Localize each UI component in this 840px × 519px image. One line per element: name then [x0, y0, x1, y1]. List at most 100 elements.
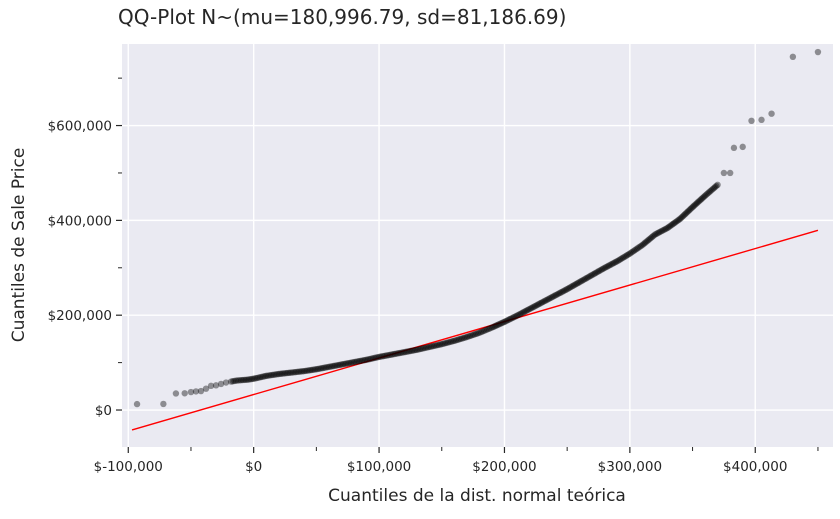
- data-point: [706, 188, 714, 195]
- data-point: [677, 214, 685, 222]
- data-point: [458, 335, 466, 342]
- data-point: [665, 223, 672, 231]
- data-point: [317, 365, 325, 372]
- data-point: [272, 371, 279, 378]
- data-point: [674, 217, 681, 224]
- data-point: [635, 244, 642, 252]
- data-point: [331, 362, 339, 369]
- data-point: [523, 307, 530, 314]
- data-point: [430, 342, 438, 350]
- data-point: [441, 340, 449, 347]
- data-point: [579, 277, 586, 284]
- data-point: [699, 194, 707, 201]
- data-point: [416, 345, 424, 353]
- data-point: [713, 182, 720, 190]
- data-point: [629, 248, 636, 255]
- data-point: [533, 302, 540, 309]
- data-point: [444, 339, 452, 346]
- data-point: [666, 222, 674, 230]
- data-point: [563, 285, 571, 293]
- data-point: [636, 243, 643, 251]
- data-point: [558, 288, 565, 296]
- data-point: [300, 367, 308, 375]
- data-point: [239, 376, 246, 384]
- data-point: [308, 366, 315, 374]
- data-point: [426, 343, 433, 351]
- data-point: [517, 310, 525, 317]
- data-point: [704, 190, 711, 197]
- data-point: [668, 222, 675, 229]
- data-point: [576, 278, 583, 286]
- data-point: [524, 306, 532, 313]
- data-points: [133, 48, 822, 408]
- data-point: [488, 324, 496, 331]
- data-point: [435, 341, 442, 349]
- y-tick-label: $200,000: [48, 308, 112, 324]
- data-point: [687, 206, 694, 213]
- data-point: [400, 348, 408, 356]
- data-point: [192, 388, 200, 395]
- data-point: [286, 369, 293, 376]
- data-point: [473, 330, 480, 337]
- data-point: [253, 374, 260, 382]
- data-point: [278, 370, 286, 377]
- data-point: [386, 351, 394, 359]
- data-point: [452, 337, 460, 344]
- data-point: [552, 291, 560, 299]
- data-point: [302, 367, 309, 375]
- x-tick-label: $300,000: [598, 459, 662, 475]
- data-point: [383, 352, 391, 359]
- data-point: [541, 297, 549, 305]
- data-point: [658, 227, 666, 235]
- data-point: [375, 353, 383, 361]
- data-point: [391, 350, 398, 358]
- data-point: [720, 169, 728, 177]
- data-point: [670, 220, 677, 227]
- grid-lines: [122, 44, 833, 447]
- x-tick-label: $-100,000: [94, 459, 163, 475]
- data-point: [319, 364, 326, 372]
- data-point: [355, 358, 362, 365]
- data-point: [632, 246, 639, 253]
- data-point: [490, 323, 497, 331]
- data-point: [455, 336, 463, 343]
- data-point: [415, 346, 422, 353]
- data-point: [413, 346, 420, 354]
- data-point: [605, 262, 613, 269]
- data-point: [477, 328, 485, 336]
- data-point: [364, 356, 372, 363]
- data-point: [529, 304, 536, 311]
- data-point: [577, 278, 585, 285]
- data-point: [385, 351, 392, 359]
- data-point: [495, 321, 503, 328]
- data-point: [509, 314, 517, 321]
- data-point: [295, 368, 303, 375]
- data-point: [689, 203, 696, 211]
- data-point: [377, 353, 384, 360]
- data-point: [554, 291, 561, 298]
- data-point: [698, 195, 705, 203]
- data-point: [679, 213, 686, 220]
- data-point: [418, 345, 425, 352]
- x-tick-label: $200,000: [472, 459, 536, 475]
- data-point: [714, 181, 721, 189]
- data-point: [653, 230, 660, 238]
- data-point: [661, 226, 668, 233]
- data-point: [570, 281, 578, 289]
- data-point: [600, 265, 607, 272]
- data-point: [561, 287, 568, 294]
- data-point: [692, 200, 700, 208]
- data-point: [247, 376, 254, 383]
- data-point: [234, 377, 241, 384]
- data-point: [671, 219, 679, 226]
- data-point: [227, 378, 235, 385]
- data-point: [768, 110, 775, 117]
- data-point: [655, 229, 663, 236]
- data-point: [242, 376, 250, 383]
- data-point: [462, 334, 469, 341]
- data-point: [619, 254, 627, 261]
- data-point: [502, 317, 510, 325]
- data-point: [639, 241, 646, 249]
- data-point: [347, 359, 355, 366]
